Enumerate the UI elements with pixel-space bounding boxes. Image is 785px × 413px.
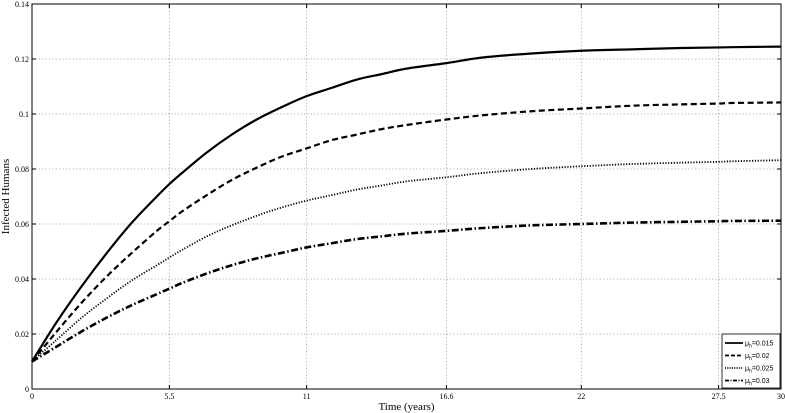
y-tick-label: 0.12: [15, 55, 29, 64]
legend-label-symbol: μ: [745, 341, 749, 348]
legend-label-subscript: h: [749, 356, 752, 362]
grid-lines: [32, 4, 781, 389]
legend-label-symbol: μ: [745, 378, 749, 385]
x-tick-label: 30: [777, 392, 785, 401]
y-tick-label: 0.04: [15, 275, 29, 284]
series-line-3: [31, 159, 782, 363]
legend-label-value: =0.02: [752, 353, 770, 360]
y-axis-label: Infected Humans: [0, 159, 12, 234]
y-tick-label: 0: [25, 385, 29, 394]
y-tick-label: 0.02: [15, 330, 29, 339]
x-tick-label: 22: [577, 392, 585, 401]
y-tick-label: 0.1: [19, 110, 29, 119]
x-axis-label: Time (years): [378, 401, 434, 413]
legend-label-value: =0.015: [752, 341, 774, 348]
series-line-4: [31, 219, 782, 363]
y-tick-label: 0.14: [15, 0, 29, 9]
legend-label-subscript: h: [749, 343, 752, 349]
legend-label: μh=0.02: [745, 353, 770, 362]
x-tick-label: 5.5: [164, 392, 174, 401]
x-tick-label: 0: [30, 392, 34, 401]
x-tick-label: 16.6: [439, 392, 453, 401]
series-line-1: [31, 45, 782, 363]
legend-label-subscript: h: [749, 381, 752, 387]
legend-label: μh=0.03: [745, 378, 770, 387]
legend-label-value: =0.025: [752, 366, 774, 373]
y-tick-label: 0.06: [15, 220, 29, 229]
y-tick-label: 0.08: [15, 165, 29, 174]
x-tick-label: 27.5: [712, 392, 726, 401]
legend-label-subscript: h: [749, 368, 752, 374]
legend-label: μh=0.025: [745, 366, 774, 375]
series-line-2: [31, 101, 782, 363]
series-lines: [31, 45, 782, 363]
x-tick-label: 11: [303, 392, 311, 401]
legend-label-value: =0.03: [752, 378, 770, 385]
legend-label-symbol: μ: [745, 366, 749, 373]
legend-label: μh=0.015: [745, 341, 774, 350]
legend-label-symbol: μ: [745, 353, 749, 360]
axis-ticks: 0 5.5 11 16.6 22 27.5 30 0 0.02 0.04 0.06 0.08 0.1 0.…: [15, 0, 785, 401]
plot-frame: [31, 3, 782, 390]
